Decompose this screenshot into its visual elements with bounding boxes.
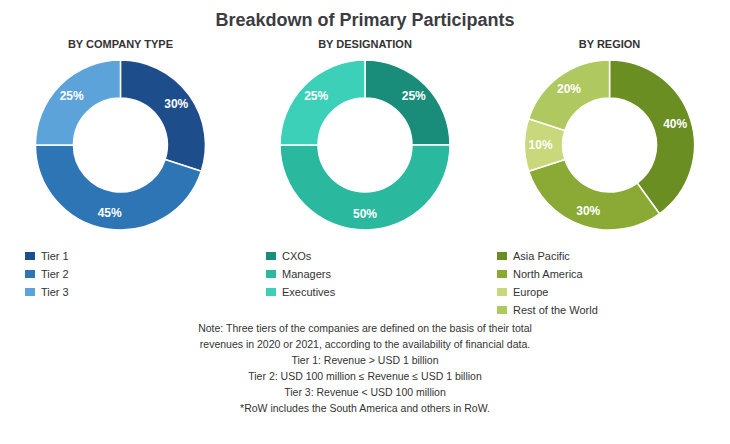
svg-text:Europe: Europe: [513, 286, 548, 298]
svg-text:Rest of the World: Rest of the World: [513, 304, 598, 316]
svg-text:40%: 40%: [663, 117, 687, 131]
svg-text:Breakdown of Primary Participa: Breakdown of Primary Participants: [215, 10, 514, 30]
svg-text:Tier 3: Tier 3: [41, 286, 69, 298]
svg-text:30%: 30%: [576, 204, 600, 218]
svg-text:25%: 25%: [402, 89, 426, 103]
svg-text:50%: 50%: [353, 207, 377, 221]
svg-text:Asia Pacific: Asia Pacific: [513, 250, 570, 262]
svg-text:Tier 1: Tier 1: [41, 250, 69, 262]
svg-text:Tier 3: Revenue < USD 100 mill: Tier 3: Revenue < USD 100 million: [284, 386, 446, 398]
svg-text:BY REGION: BY REGION: [579, 38, 641, 50]
svg-text:45%: 45%: [98, 206, 122, 220]
svg-text:Managers: Managers: [282, 268, 331, 280]
svg-text:North America: North America: [513, 268, 584, 280]
svg-text:30%: 30%: [164, 97, 188, 111]
svg-text:Tier 2: Tier 2: [41, 268, 69, 280]
svg-text:BY COMPANY TYPE: BY COMPANY TYPE: [68, 38, 173, 50]
svg-text:Note: Three tiers of the compa: Note: Three tiers of the companies are d…: [198, 322, 532, 334]
svg-text:Executives: Executives: [282, 286, 336, 298]
svg-text:CXOs: CXOs: [282, 250, 312, 262]
svg-text:20%: 20%: [557, 82, 581, 96]
svg-text:25%: 25%: [304, 89, 328, 103]
svg-text:Tier 2: USD 100 million ≤ Reve: Tier 2: USD 100 million ≤ Revenue ≤ USD …: [248, 370, 482, 382]
svg-text:Tier 1: Revenue > USD 1 billio: Tier 1: Revenue > USD 1 billion: [292, 354, 439, 366]
svg-text:10%: 10%: [529, 138, 553, 152]
svg-text:25%: 25%: [60, 89, 84, 103]
svg-text:revenues in 2020 or 2021, acco: revenues in 2020 or 2021, according to t…: [200, 338, 530, 350]
svg-text:*RoW includes the South Americ: *RoW includes the South America and othe…: [240, 402, 490, 414]
svg-text:BY DESIGNATION: BY DESIGNATION: [318, 38, 412, 50]
